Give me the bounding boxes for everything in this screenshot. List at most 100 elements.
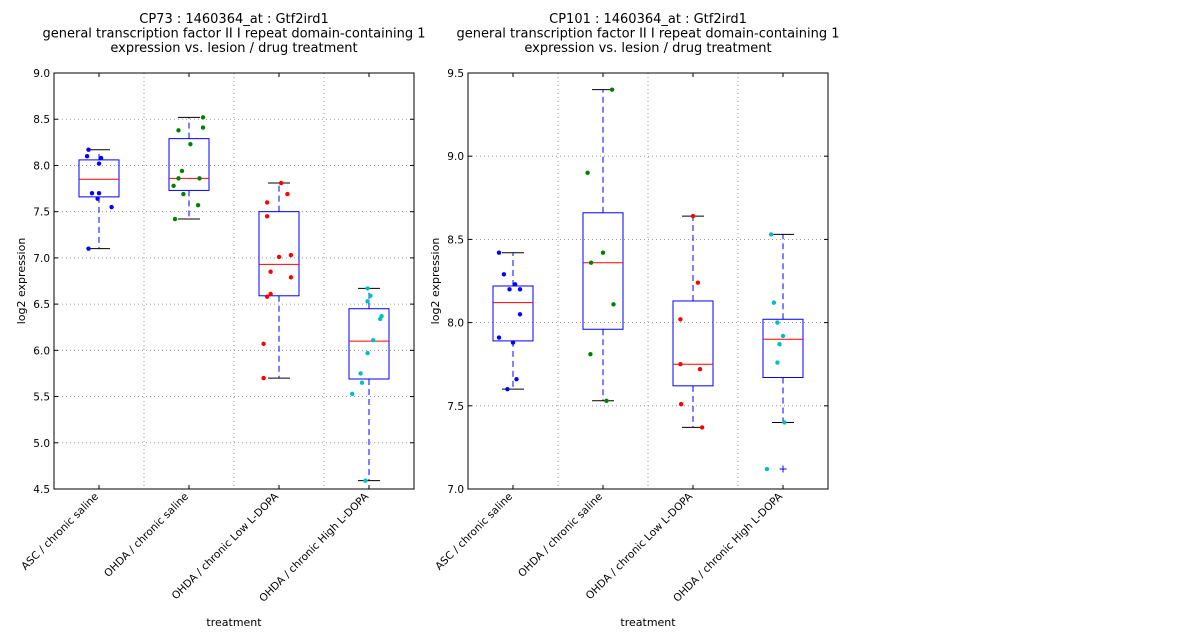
data-point xyxy=(86,147,91,152)
y-tick-label: 9.0 xyxy=(447,151,464,163)
x-tick-label: OHDA / chronic High L-DOPA xyxy=(257,490,372,605)
chart-title-line: CP101 : 1460364_at : Gtf2ird1 xyxy=(549,12,747,27)
data-point xyxy=(288,275,294,280)
data-point xyxy=(188,141,193,147)
y-tick-label: 8.0 xyxy=(447,318,464,330)
data-point xyxy=(695,280,701,285)
data-point xyxy=(371,337,376,343)
box-iqr xyxy=(492,285,534,342)
box-4 xyxy=(762,233,804,473)
box-iqr xyxy=(258,211,300,297)
data-point xyxy=(512,282,518,287)
chart-title-line: general transcription factor II I repeat… xyxy=(457,27,840,42)
data-point xyxy=(510,340,516,345)
data-point xyxy=(96,190,102,196)
data-point xyxy=(285,191,290,197)
data-point xyxy=(514,376,519,382)
data-point xyxy=(378,316,383,322)
data-point xyxy=(96,161,102,166)
data-point xyxy=(358,371,363,376)
data-point xyxy=(278,180,284,186)
data-point xyxy=(109,204,114,210)
data-point xyxy=(359,380,365,385)
data-point xyxy=(264,200,270,205)
chart-title-line: expression vs. lesion / drug treatment xyxy=(110,41,357,56)
data-point xyxy=(501,272,507,277)
data-point xyxy=(200,125,206,130)
y-tick-label: 4.5 xyxy=(33,484,50,496)
data-point xyxy=(775,320,780,325)
x-tick-label: ASC / chronic saline xyxy=(19,491,101,573)
axes-frame xyxy=(53,72,415,490)
y-tick-label: 6.0 xyxy=(33,345,50,357)
data-point xyxy=(181,191,186,197)
data-point xyxy=(600,250,606,255)
y-tick-label: 6.5 xyxy=(33,299,50,311)
y-tick-label: 7.5 xyxy=(33,207,50,219)
data-point xyxy=(777,342,782,347)
data-point xyxy=(697,366,703,372)
box-iqr xyxy=(762,318,804,379)
x-tick-label: OHDA / chronic saline xyxy=(102,491,191,580)
data-point xyxy=(365,350,370,356)
data-point xyxy=(195,202,201,208)
data-point xyxy=(176,128,181,133)
data-point xyxy=(780,333,786,339)
data-point xyxy=(261,375,266,381)
box-1 xyxy=(492,252,534,390)
chart-title-line: general transcription factor II I repeat… xyxy=(43,27,426,42)
data-point xyxy=(775,360,780,365)
data-point xyxy=(264,294,270,299)
data-point xyxy=(179,168,185,174)
data-point xyxy=(505,386,510,392)
chart-title-line: expression vs. lesion / drug treatment xyxy=(524,41,771,56)
x-tick-label: OHDA / chronic High L-DOPA xyxy=(671,490,786,605)
y-tick-label: 8.0 xyxy=(33,160,50,172)
data-point xyxy=(89,190,95,196)
box-4 xyxy=(348,287,390,482)
data-point xyxy=(268,291,273,297)
data-point xyxy=(98,155,104,161)
y-tick-label: 9.5 xyxy=(447,68,464,80)
data-point xyxy=(496,250,502,255)
data-point xyxy=(517,312,523,317)
box-1 xyxy=(78,149,120,250)
data-point xyxy=(264,214,270,219)
data-point xyxy=(350,391,355,396)
data-point xyxy=(771,300,777,305)
data-point xyxy=(276,254,282,260)
data-point xyxy=(197,176,202,181)
box-iqr xyxy=(582,212,624,330)
data-point xyxy=(768,232,774,237)
box-2 xyxy=(168,116,210,220)
data-point xyxy=(782,420,787,425)
y-tick-label: 8.5 xyxy=(33,114,50,126)
data-point xyxy=(678,401,684,407)
x-axis-label: treatment xyxy=(206,616,262,629)
box-3 xyxy=(672,215,714,428)
data-point xyxy=(678,362,683,367)
data-point xyxy=(496,335,502,340)
data-point xyxy=(365,286,370,291)
data-point xyxy=(268,269,273,274)
data-point xyxy=(604,398,609,404)
box-iqr xyxy=(78,159,120,198)
data-point xyxy=(288,252,294,258)
y-tick-label: 8.5 xyxy=(447,234,464,246)
data-point xyxy=(611,302,616,307)
y-tick-label: 5.5 xyxy=(33,392,50,404)
data-point xyxy=(690,213,696,219)
x-axis-label: treatment xyxy=(620,616,676,629)
data-point xyxy=(86,246,91,251)
x-tick-label: OHDA / chronic Low L-DOPA xyxy=(170,490,282,602)
data-point xyxy=(764,466,770,472)
data-point xyxy=(95,196,100,201)
box-iqr xyxy=(168,138,210,191)
data-point xyxy=(176,176,181,181)
data-point xyxy=(200,115,206,120)
data-point xyxy=(588,352,593,357)
chart-title-line: CP73 : 1460364_at : Gtf2ird1 xyxy=(139,12,328,27)
data-point xyxy=(363,478,368,483)
